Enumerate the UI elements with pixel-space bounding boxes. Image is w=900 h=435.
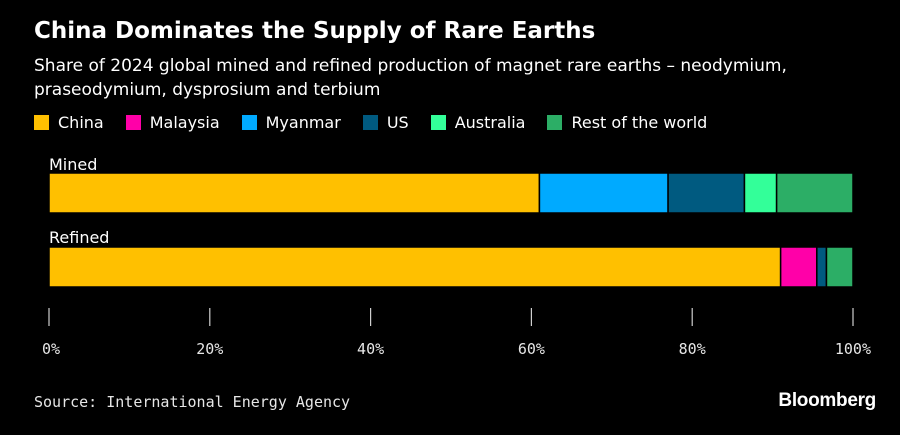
legend-label-australia: Australia: [454, 113, 526, 132]
legend-swatch-us: [362, 115, 378, 130]
chart-title: China Dominates the Supply of Rare Earth…: [34, 18, 596, 44]
bar-label-refined: Refined: [49, 228, 109, 247]
bar-segment-refined-china: [48, 246, 782, 288]
bar-segment-mined-myanmar: [538, 172, 669, 214]
bar-segment-refined-malaysia: [779, 246, 818, 288]
legend-label-myanmar: Myanmar: [265, 113, 341, 132]
bar-label-mined: Mined: [49, 155, 97, 174]
bloomberg-logo: Bloomberg: [778, 390, 876, 411]
legend-label-rest-of-world: Rest of the world: [571, 113, 708, 132]
legend-swatch-malaysia: [125, 115, 141, 130]
legend-item-china: China: [34, 113, 104, 132]
legend-item-malaysia: Malaysia: [125, 113, 220, 132]
x-tick-label-20: 20%: [196, 340, 223, 358]
chart-subtitle: Share of 2024 global mined and refined p…: [34, 56, 787, 100]
legend-swatch-china: [34, 115, 49, 130]
source-note: Source: International Energy Agency: [34, 393, 351, 411]
bar-segment-refined-rest-of-the-world: [825, 246, 854, 288]
chart-legend: China Malaysia Myanmar US Australia Rest…: [34, 113, 729, 132]
x-tick-label-0: 0%: [42, 340, 60, 358]
bar-segment-refined-us: [816, 246, 828, 288]
legend-swatch-myanmar: [241, 115, 257, 130]
bar-segment-mined-china: [48, 172, 541, 214]
legend-item-australia: Australia: [430, 113, 526, 132]
legend-label-us: US: [386, 113, 409, 132]
legend-item-rest-of-world: Rest of the world: [547, 113, 707, 132]
legend-swatch-australia: [430, 115, 446, 130]
legend-label-malaysia: Malaysia: [149, 113, 220, 132]
legend-swatch-rest-of-world: [547, 115, 563, 130]
legend-item-us: US: [362, 113, 409, 132]
legend-item-myanmar: Myanmar: [241, 113, 341, 132]
x-tick-label-80: 80%: [679, 340, 706, 358]
bar-segment-mined-us: [667, 172, 746, 214]
x-tick-label-100: 100%: [835, 340, 871, 358]
x-tick-label-60: 60%: [518, 340, 545, 358]
x-tick-label-40: 40%: [357, 340, 384, 358]
bar-segment-mined-australia: [743, 172, 778, 214]
bar-segment-mined-rest-of-the-world: [775, 172, 854, 214]
legend-label-china: China: [58, 113, 104, 132]
